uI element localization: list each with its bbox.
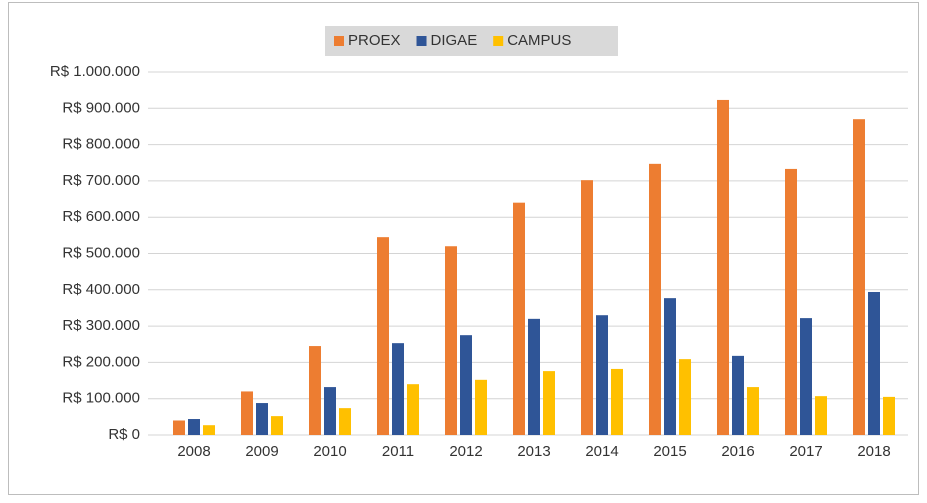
bar bbox=[528, 318, 540, 435]
bar bbox=[596, 315, 608, 435]
bar bbox=[513, 202, 525, 435]
bar bbox=[241, 391, 253, 435]
legend-label: CAMPUS bbox=[507, 32, 571, 49]
y-tick-label: R$ 800.000 bbox=[62, 136, 140, 153]
y-tick-label: R$ 300.000 bbox=[62, 317, 140, 334]
bar bbox=[581, 180, 593, 435]
legend-box bbox=[325, 26, 618, 56]
legend-swatch bbox=[493, 36, 504, 46]
x-tick-label: 2014 bbox=[585, 443, 618, 460]
bar bbox=[785, 168, 797, 435]
bar bbox=[377, 237, 389, 435]
x-tick-label: 2013 bbox=[517, 443, 550, 460]
bar bbox=[747, 387, 759, 435]
bar bbox=[732, 355, 744, 435]
bar bbox=[339, 408, 351, 435]
bar bbox=[611, 368, 623, 435]
bar bbox=[407, 384, 419, 435]
y-tick-label: R$ 200.000 bbox=[62, 353, 140, 370]
y-tick-label: R$ 0 bbox=[108, 426, 140, 443]
x-tick-label: 2017 bbox=[789, 443, 822, 460]
bar bbox=[460, 335, 472, 435]
bar bbox=[173, 420, 185, 435]
x-tick-label: 2010 bbox=[313, 443, 346, 460]
bar bbox=[309, 346, 321, 435]
bar bbox=[649, 163, 661, 436]
y-tick-label: R$ 900.000 bbox=[62, 99, 140, 116]
bar bbox=[853, 119, 865, 435]
y-tick-label: R$ 400.000 bbox=[62, 281, 140, 298]
y-tick-label: R$ 100.000 bbox=[62, 390, 140, 407]
legend-label: DIGAE bbox=[431, 32, 478, 49]
x-tick-label: 2015 bbox=[653, 443, 686, 460]
bar bbox=[392, 343, 404, 435]
bar bbox=[188, 419, 200, 435]
bar bbox=[475, 379, 487, 435]
bar bbox=[679, 359, 691, 435]
bar bbox=[883, 396, 895, 435]
y-tick-label: R$ 1.000.000 bbox=[50, 63, 140, 80]
y-tick-label: R$ 600.000 bbox=[62, 208, 140, 225]
bar bbox=[543, 371, 555, 435]
bar bbox=[815, 396, 827, 435]
x-tick-label: 2018 bbox=[857, 443, 890, 460]
bar bbox=[445, 246, 457, 435]
bar bbox=[664, 298, 676, 435]
bar bbox=[868, 291, 880, 435]
legend-swatch bbox=[334, 36, 344, 46]
x-tick-label: 2009 bbox=[245, 443, 278, 460]
x-tick-label: 2012 bbox=[449, 443, 482, 460]
bar bbox=[717, 99, 729, 436]
y-tick-label: R$ 500.000 bbox=[62, 244, 140, 261]
bar bbox=[271, 416, 283, 435]
bar bbox=[256, 403, 268, 435]
y-tick-label: R$ 700.000 bbox=[62, 172, 140, 189]
x-tick-label: 2008 bbox=[177, 443, 210, 460]
x-tick-label: 2011 bbox=[382, 443, 414, 460]
legend-label: PROEX bbox=[348, 32, 401, 49]
bar bbox=[203, 425, 215, 435]
bar bbox=[324, 387, 336, 435]
bar bbox=[800, 318, 812, 435]
x-tick-label: 2016 bbox=[721, 443, 754, 460]
legend-swatch bbox=[416, 36, 427, 46]
